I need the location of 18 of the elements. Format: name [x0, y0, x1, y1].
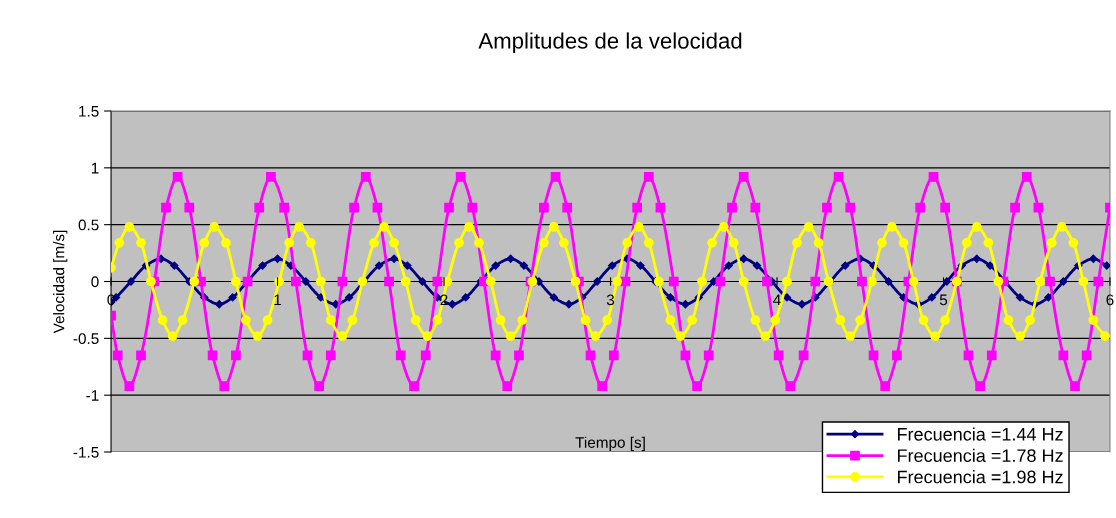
y-tick-label: -0.5 [73, 333, 99, 345]
x-tick-label: 5 [939, 294, 948, 306]
y-tick-label: 1.5 [79, 106, 99, 117]
y-axis-title: Velocidad [m/s] [53, 230, 68, 334]
legend-label: Frecuencia =1.44 Hz [897, 427, 1063, 441]
y-tick-label: -1.5 [73, 447, 99, 458]
legend-label: Frecuencia =1.98 Hz [897, 470, 1063, 484]
x-tick-label: 2 [440, 294, 448, 306]
x-tick-label: 4 [773, 294, 781, 306]
chart-title: Amplitudes de la velocidad [478, 32, 742, 54]
y-tick-label: 0.5 [78, 219, 99, 231]
legend-label: Frecuencia =1.78 Hz [897, 448, 1063, 463]
y-tick-label: 0 [91, 276, 99, 288]
y-tick-label: -1 [86, 390, 99, 401]
x-tick-label: 6 [1106, 294, 1114, 306]
y-tick-label: 1 [91, 162, 99, 174]
x-axis-title: Tiempo [s] [575, 436, 645, 451]
x-tick-label: 0 [107, 294, 115, 306]
